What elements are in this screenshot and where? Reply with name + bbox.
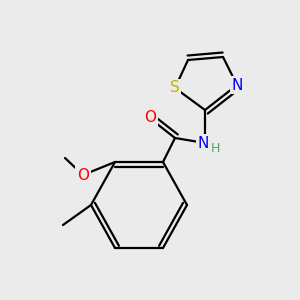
Text: H: H [210, 142, 220, 154]
Text: O: O [144, 110, 156, 125]
Text: N: N [231, 77, 243, 92]
Text: O: O [77, 167, 89, 182]
Text: S: S [170, 80, 180, 95]
Text: N: N [197, 136, 209, 151]
